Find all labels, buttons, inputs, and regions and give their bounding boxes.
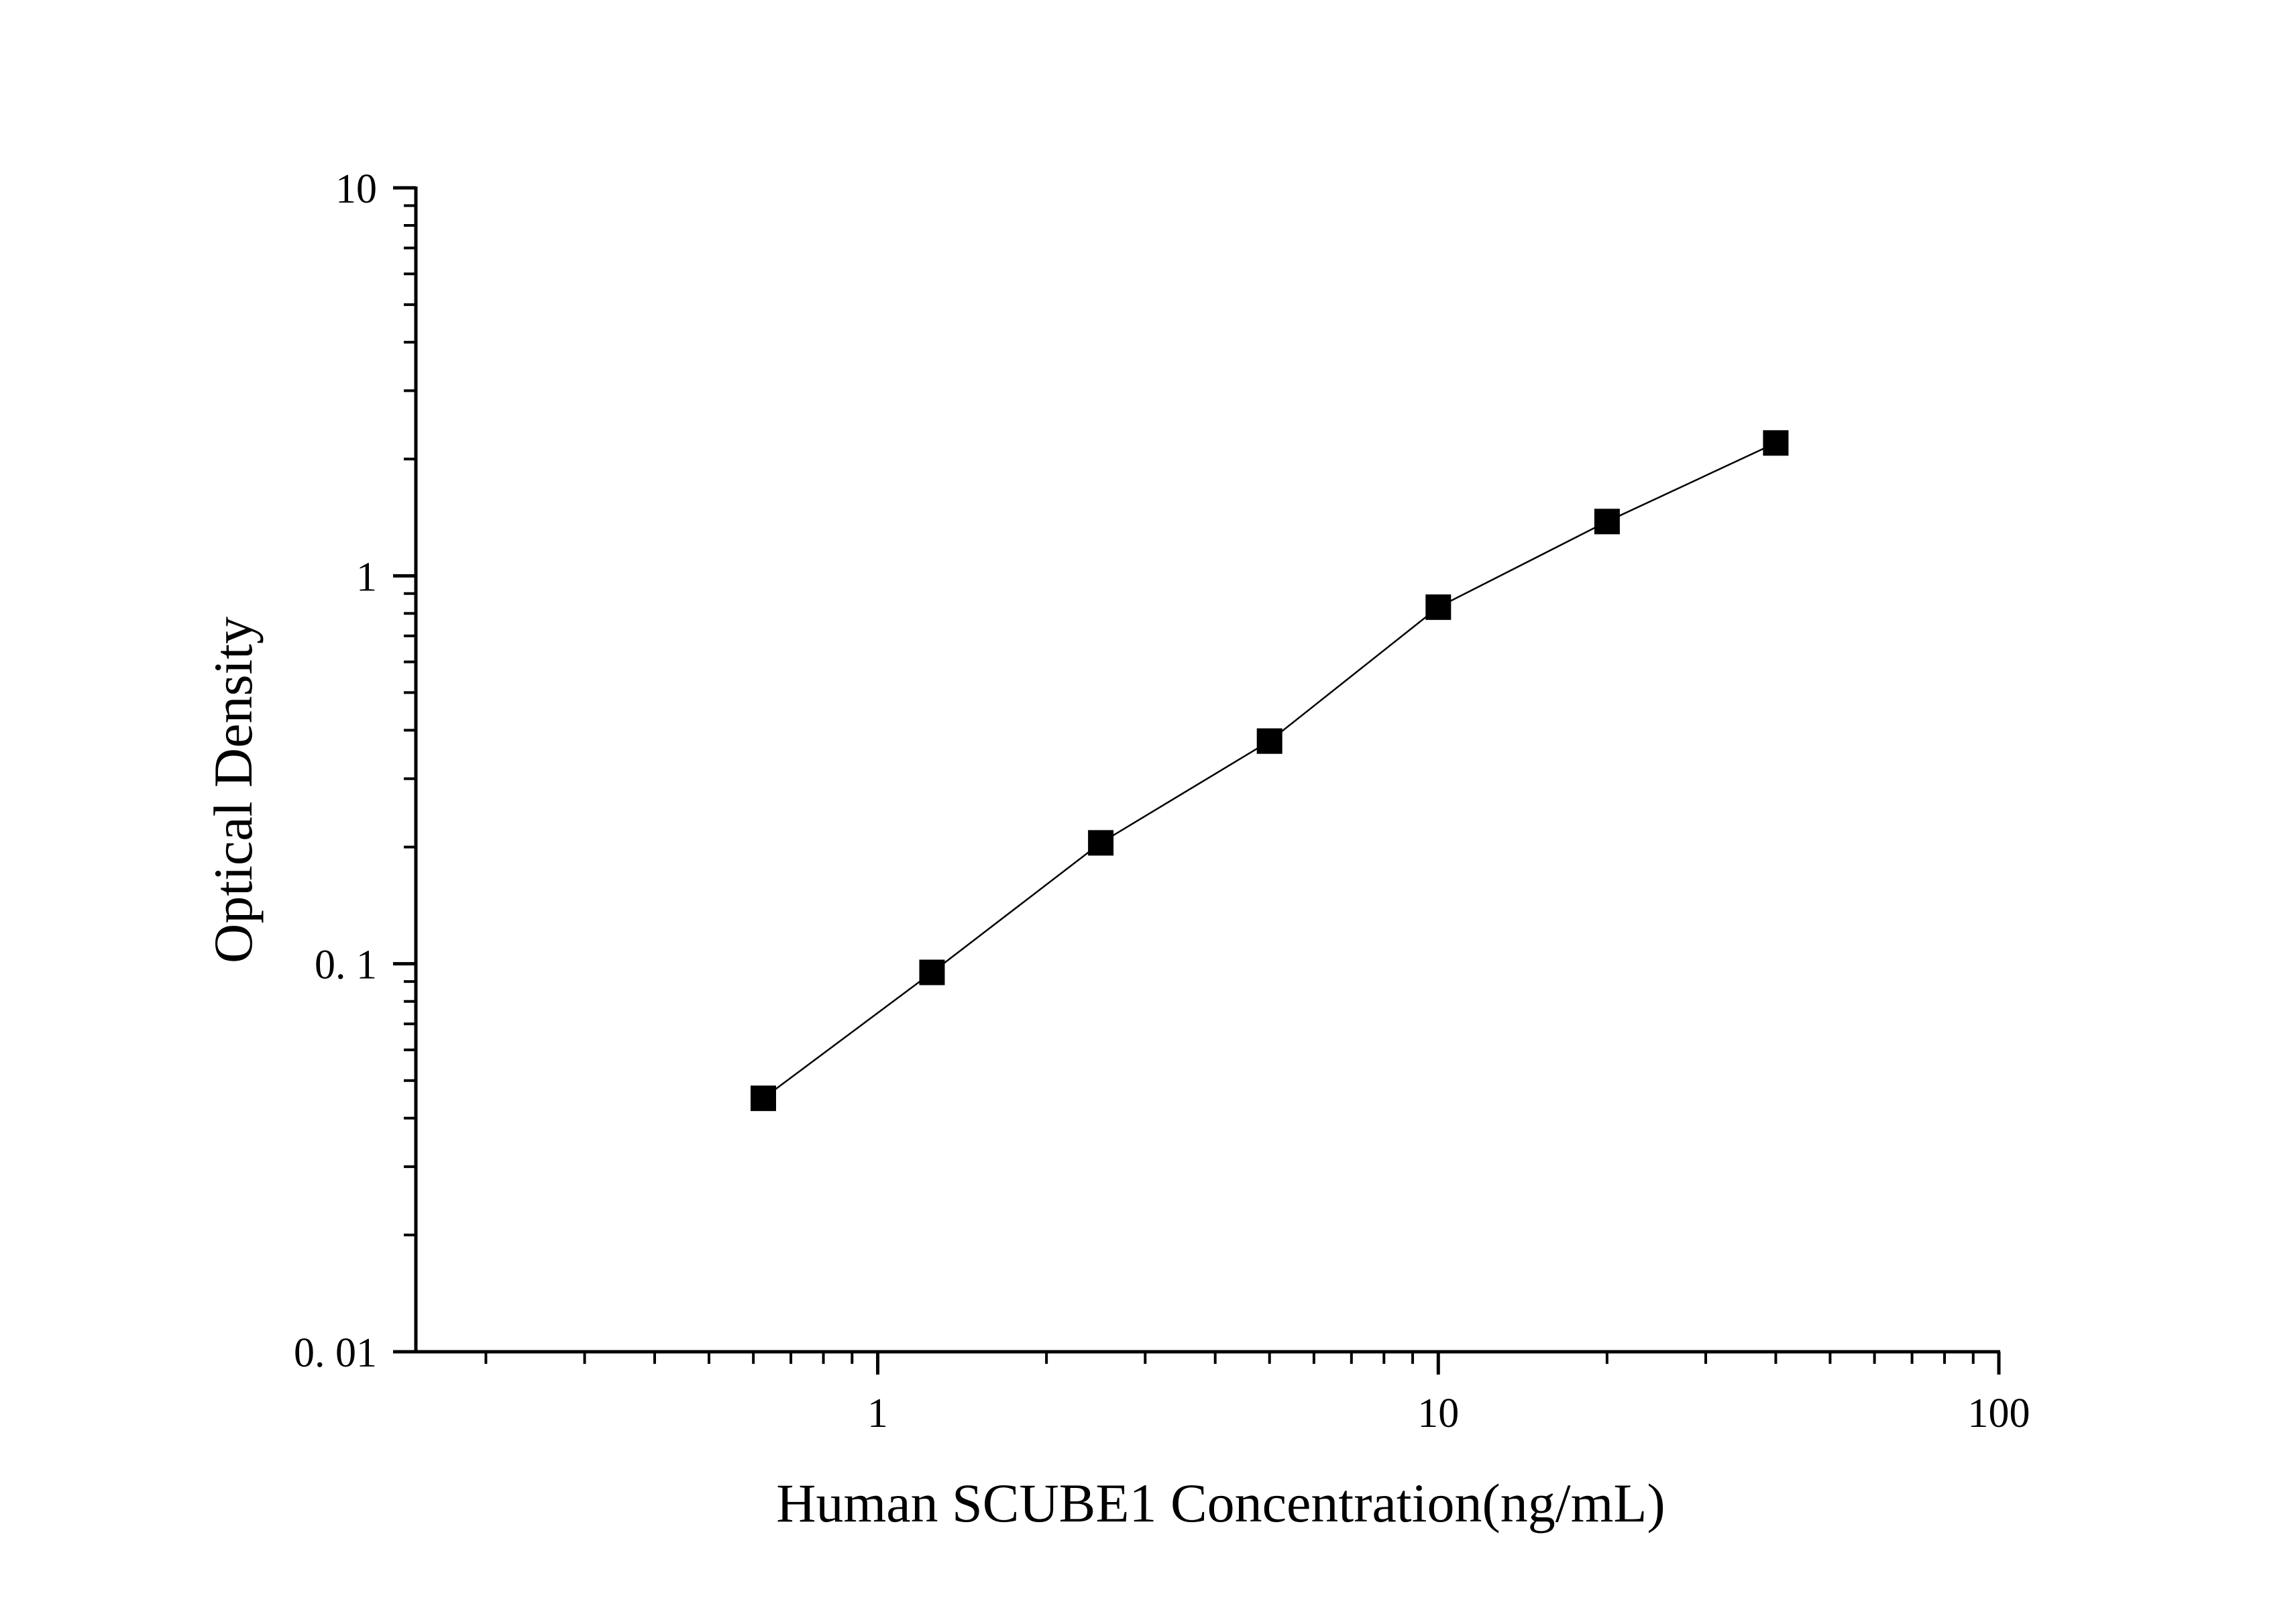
data-point-marker: [1425, 594, 1452, 621]
series-line: [763, 442, 1776, 1100]
y-tick-label: 0. 1: [315, 943, 377, 988]
y-tick-label: 1: [356, 554, 377, 600]
data-point-marker: [751, 1085, 776, 1112]
x-ticks: 1 10 100: [484, 1352, 2030, 1436]
series-layer: [751, 430, 1789, 1112]
data-point-marker: [919, 959, 945, 985]
y-axis-title: Optical Density: [203, 617, 264, 963]
axes: 1 10 100 0. 01 0. 1 1 10: [294, 166, 2030, 1436]
x-tick-label: 100: [1968, 1391, 2030, 1436]
x-axis-title: Human SCUBE1 Concentration(ng/mL): [776, 1473, 1665, 1534]
y-tick-label: 10: [335, 166, 377, 212]
data-point-marker: [1088, 830, 1114, 856]
data-point-marker: [1763, 430, 1789, 456]
x-tick-label: 1: [867, 1391, 888, 1436]
data-point-marker: [1594, 509, 1620, 535]
data-point-marker: [1256, 728, 1282, 754]
y-tick-label: 0. 01: [294, 1330, 377, 1376]
x-tick-label: 10: [1417, 1391, 1459, 1436]
y-ticks: 0. 01 0. 1 1 10: [294, 166, 416, 1376]
